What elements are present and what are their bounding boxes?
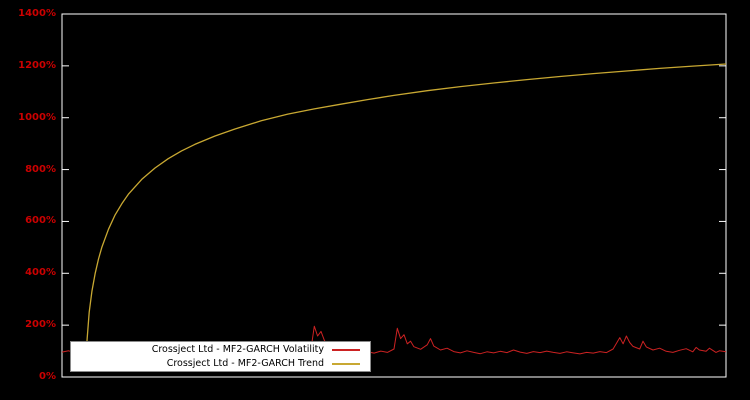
legend-item-trend: Crossject Ltd - MF2-GARCH Trend — [71, 357, 370, 371]
series-line-trend — [84, 63, 727, 367]
legend-box: Crossject Ltd - MF2-GARCH Volatility Cro… — [70, 341, 371, 372]
legend-line-sample-trend — [332, 362, 360, 365]
y-axis-tick-label: 1000% — [18, 111, 56, 123]
legend-item-volatility: Crossject Ltd - MF2-GARCH Volatility — [71, 343, 370, 357]
y-axis-tick-label: 800% — [25, 163, 56, 175]
y-axis-tick-label: 1400% — [18, 8, 56, 19]
y-axis-tick-label: 600% — [25, 215, 56, 227]
y-axis-tick-label: 200% — [25, 319, 56, 331]
y-axis-tick-label: 0% — [39, 371, 56, 382]
y-axis-tick-label: 400% — [25, 267, 56, 279]
legend-line-sample-volatility — [332, 348, 360, 351]
legend-label-trend: Crossject Ltd - MF2-GARCH Trend — [166, 358, 324, 369]
y-axis-tick-label: 1200% — [18, 59, 56, 71]
axis-box — [61, 13, 727, 378]
legend-label-volatility: Crossject Ltd - MF2-GARCH Volatility — [151, 344, 324, 355]
